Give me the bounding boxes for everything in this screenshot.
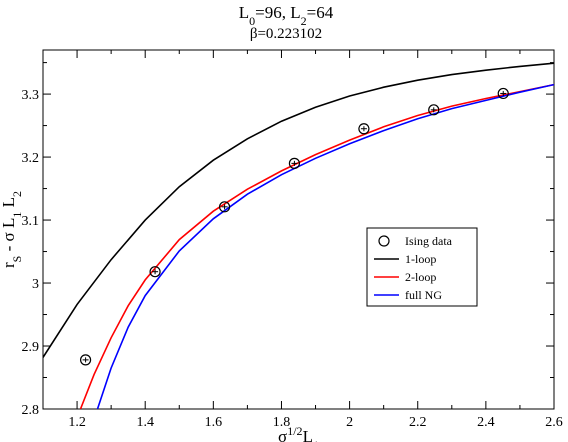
legend-label-full-ng: full NG (405, 288, 442, 302)
y-tick-label: 3 (32, 277, 39, 292)
chart-subtitle: β=0.223102 (250, 26, 322, 42)
legend-label-1-loop: 1-loop (405, 252, 436, 266)
x-tick-label: 2.4 (477, 415, 495, 430)
series-line-2-loop (79, 83, 554, 409)
x-tick-label: 1.4 (136, 415, 154, 430)
title-text: L0=96, L2=64 (239, 3, 334, 28)
y-tick-label: 2.8 (22, 403, 40, 418)
plot-frame (42, 49, 555, 410)
legend-marker-circle (378, 235, 390, 247)
legend-box (366, 227, 478, 307)
ising-data-point (358, 123, 370, 135)
chart-title: L0=96, L2=64 (239, 3, 334, 28)
ising-data-point (79, 354, 92, 366)
title-l2-value: 64 (316, 3, 334, 22)
series-line-1-loop (43, 62, 554, 358)
tick-labels: 1.2 1.4 1.6 1.8 2 2.2 2.4 2.6 2.8 2.9 3 3.1 3.2 3.3 (22, 88, 563, 430)
x-tick-label: 2.6 (545, 415, 563, 430)
ising-data-point (288, 157, 301, 169)
x-tick-label: 1.6 (205, 415, 223, 430)
ising-data-point (428, 104, 440, 116)
legend-label-ising-data: Ising data (405, 234, 453, 248)
title-l0-value: 96 (265, 3, 282, 22)
ising-data-points (79, 87, 509, 366)
legend-label-2-loop: 2-loop (405, 270, 436, 284)
ising-data-point (149, 266, 161, 278)
ising-data-point (497, 87, 509, 100)
x-tick-label: 1.8 (273, 415, 291, 430)
y-axis-label: rS - σ L1 L2 (0, 191, 24, 268)
x-tick-label: 1.2 (68, 415, 86, 430)
y-tick-label: 3.2 (22, 151, 40, 166)
axis-ticks (42, 50, 555, 410)
x-tick-label: 2 (346, 415, 353, 430)
y-tick-label: 3.1 (22, 214, 40, 229)
ising-data-point (218, 201, 231, 213)
x-tick-label: 2.2 (409, 415, 427, 430)
series-line-full-ng (96, 83, 554, 409)
x-axis-label: σ1/2L1 (278, 424, 319, 442)
y-tick-label: 3.3 (22, 88, 40, 103)
legend: Ising data 1-loop 2-loop full NG (366, 227, 478, 307)
y-tick-label: 2.9 (22, 340, 40, 355)
